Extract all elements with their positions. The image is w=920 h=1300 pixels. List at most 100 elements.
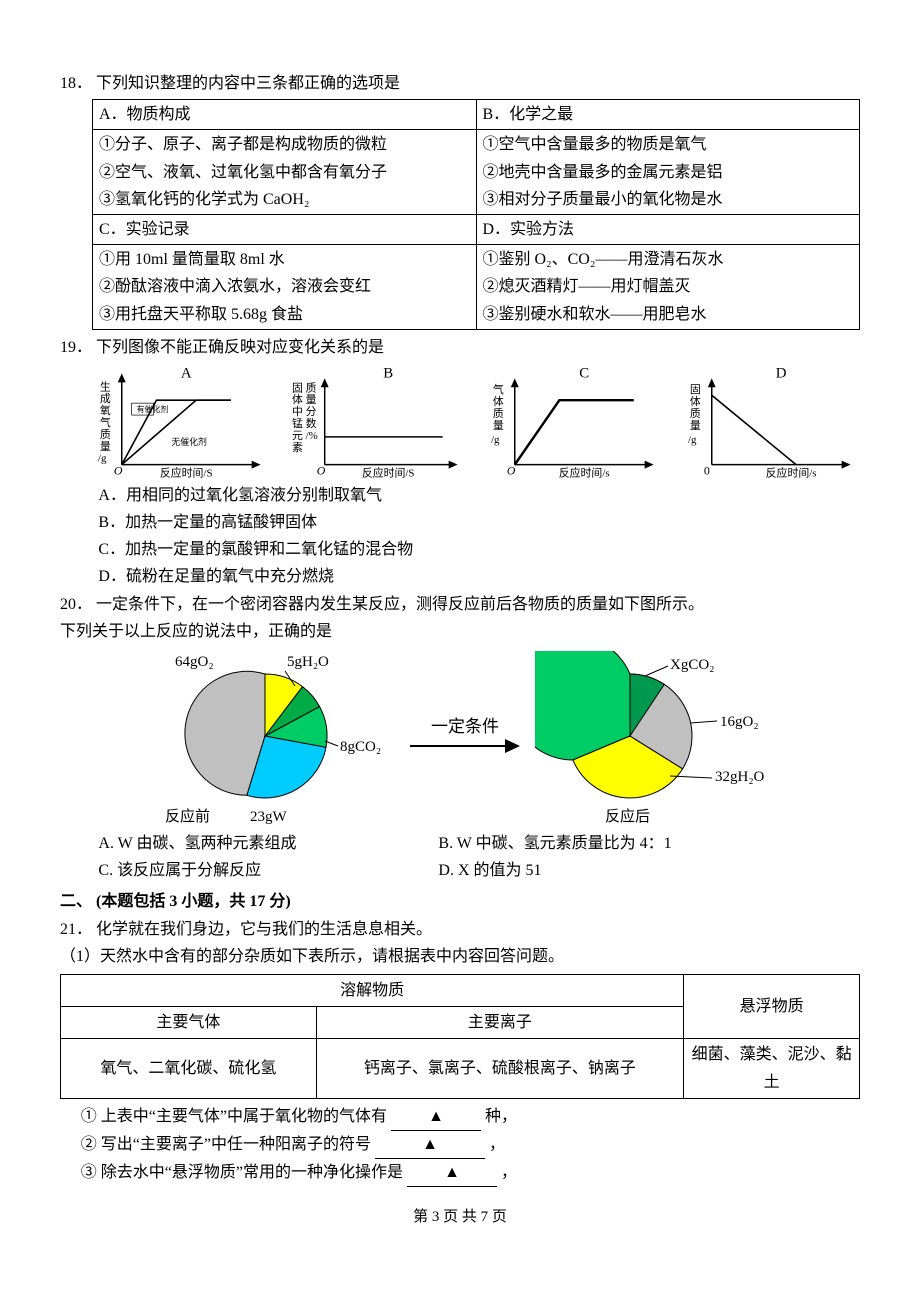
origin-label: O	[316, 463, 325, 477]
q21-3b: ，	[501, 1164, 517, 1181]
pie-after-title: 反应后	[605, 807, 650, 825]
y-label: /g	[491, 434, 500, 446]
q21-1b: 种，	[485, 1108, 517, 1125]
q21-stem: 化学就在我们身边，它与我们的生活息息相关。	[96, 921, 432, 938]
q19-chart-row: A 生 成 氧 气 质 量 /g O 有催化剂 无催化剂 反应时间/S B 固 …	[92, 365, 860, 480]
question-21: 21． 化学就在我们身边，它与我们的生活息息相关。 （1）天然水中含有的部分杂质…	[60, 916, 860, 1188]
y-label: 固 质	[291, 381, 316, 394]
q18-D-head: D．实验方法	[476, 214, 860, 244]
q18-C3: ③用托盘天平称取 5.68g 食盐	[99, 301, 470, 328]
y-label: 质	[100, 428, 111, 441]
q18-A-body: ①分子、原子、离子都是构成物质的微粒 ②空气、液氧、过氧化氢中都含有氧分子 ③氢…	[93, 130, 477, 215]
pie-label-W: 23gW	[250, 809, 288, 825]
q21-th-ion: 主要离子	[316, 1007, 684, 1039]
q21-substem: （1）天然水中含有的部分杂质如下表所示，请根据表中内容回答问题。	[60, 943, 860, 970]
y-label: 量	[493, 419, 504, 432]
pie-label-H2O: 32gH₂O	[715, 769, 765, 785]
x-label: 反应时间/S	[160, 465, 213, 479]
arrow-label: 一定条件	[431, 717, 499, 736]
y-label: 中 分	[291, 405, 316, 418]
q21-subq-2: ② 写出“主要离子”中任一种阳离子的符号 ▲ ，	[60, 1131, 860, 1159]
origin-label: O	[507, 463, 516, 477]
q20-pie-before: 64gO₂ 5gH₂O 8gCO₂ 反应前 23gW	[135, 651, 395, 826]
pie-before-title: 反应前	[165, 807, 210, 825]
pie-label-H2O: 5gH₂O	[287, 654, 329, 670]
y-label: 体	[493, 394, 504, 408]
q19-D-label: D	[775, 365, 786, 381]
q18-B3: ③相对分子质量最小的氧化物是水	[483, 186, 854, 213]
q18-table: A．物质构成 B．化学之最 ①分子、原子、离子都是构成物质的微粒 ②空气、液氧、…	[92, 99, 860, 330]
q18-D-body: ①鉴别 O₂、CO₂——用澄清石灰水 ②熄灭酒精灯——用灯帽盖灭 ③鉴别硬水和软…	[476, 245, 860, 330]
q19-B-label: B	[383, 365, 393, 381]
q18-C1: ①用 10ml 量筒量取 8ml 水	[99, 246, 470, 273]
q20-number: 20．	[60, 596, 92, 613]
q19-opt-D: D．硫粉在足量的氧气中充分燃烧	[60, 563, 860, 590]
q21-th-gas: 主要气体	[61, 1007, 317, 1039]
q20-opt-B: B. W 中碳、氢元素质量比为 4：1	[438, 830, 778, 857]
q21-subq-3: ③ 除去水中“悬浮物质”常用的一种净化操作是 ▲ ，	[60, 1159, 860, 1187]
q19-chart-D: D 固 体 质 量 /g 0 反应时间/s	[682, 365, 861, 480]
y-label: 成	[100, 392, 111, 405]
q21-th-suspended: 悬浮物质	[684, 974, 860, 1038]
y-label: 质	[689, 407, 700, 420]
q21-ions: 钙离子、氯离子、硫酸根离子、钠离子	[316, 1039, 684, 1098]
y-label: 量	[100, 440, 111, 453]
y-label: 体 量	[291, 392, 316, 406]
x-label: 反应时间/S	[361, 465, 414, 479]
y-label: 素	[291, 441, 302, 454]
q18-A1: ①分子、原子、离子都是构成物质的微粒	[99, 131, 470, 158]
q20-opt-D: D. X 的值为 51	[438, 857, 778, 884]
q18-stem: 下列知识整理的内容中三条都正确的选项是	[96, 75, 400, 92]
q18-D2: ②熄灭酒精灯——用灯帽盖灭	[483, 273, 854, 300]
q18-D3: ③鉴别硬水和软水——用肥皂水	[483, 301, 854, 328]
q19-number: 19．	[60, 339, 92, 356]
page-footer: 第 3 页 共 7 页	[60, 1205, 860, 1231]
x-label: 反应时间/s	[559, 465, 610, 479]
blank-1: ▲	[391, 1103, 481, 1131]
question-20: 20． 一定条件下，在一个密闭容器内发生某反应，测得反应前后各物质的质量如下图所…	[60, 591, 860, 885]
y-label: 元 /%	[291, 430, 317, 442]
q18-A2: ②空气、液氧、过氧化氢中都含有氧分子	[99, 159, 470, 186]
pie-label-O2: 64gO₂	[175, 654, 214, 670]
q18-C2: ②酚酞溶液中滴入浓氨水，溶液会变红	[99, 273, 470, 300]
blank-3: ▲	[407, 1159, 497, 1187]
q20-pie-row: 64gO₂ 5gH₂O 8gCO₂ 反应前 23gW 一定条件 XgCO₂	[60, 651, 860, 826]
y-label: 量	[689, 419, 700, 432]
q18-C-head: C．实验记录	[93, 214, 477, 244]
y-label: 氧	[100, 403, 111, 417]
q20-stem-l1: 一定条件下，在一个密闭容器内发生某反应，测得反应前后各物质的质量如下图所示。	[96, 596, 704, 613]
q18-C-body: ①用 10ml 量筒量取 8ml 水 ②酚酞溶液中滴入浓氨水，溶液会变红 ③用托…	[93, 245, 477, 330]
q19-opt-C: C．加热一定量的氯酸钾和二氧化锰的混合物	[60, 536, 860, 563]
q19-opt-A: A．用相同的过氧化氢溶液分别制取氧气	[60, 482, 860, 509]
y-label: /g	[687, 434, 696, 446]
q18-B-body: ①空气中含量最多的物质是氧气 ②地壳中含量最多的金属元素是铝 ③相对分子质量最小…	[476, 130, 860, 215]
origin-label: O	[114, 463, 123, 477]
q21-gases: 氧气、二氧化碳、硫化氢	[61, 1039, 317, 1098]
blank-2: ▲	[375, 1131, 485, 1159]
q19-opt-B: B．加热一定量的高锰酸钾固体	[60, 509, 860, 536]
q18-B-head: B．化学之最	[476, 100, 860, 130]
q19-chart-A: A 生 成 氧 气 质 量 /g O 有催化剂 无催化剂 反应时间/S	[92, 365, 271, 480]
q18-B2: ②地壳中含量最多的金属元素是铝	[483, 159, 854, 186]
y-label: 质	[493, 407, 504, 420]
q21-2b: ，	[489, 1136, 505, 1153]
q18-D1: ①鉴别 O₂、CO₂——用澄清石灰水	[483, 246, 854, 273]
q20-pie-after: XgCO₂ 16gO₂ 32gH₂O 反应后	[535, 651, 785, 826]
q19-options: A．用相同的过氧化氢溶液分别制取氧气 B．加热一定量的高锰酸钾固体 C．加热一定…	[60, 482, 860, 591]
y-label: 气	[493, 382, 504, 396]
q19-A-label: A	[181, 365, 192, 381]
pie-label-CO2: XgCO₂	[670, 657, 714, 673]
y-label: 固	[689, 383, 700, 396]
legend-catalyst: 有催化剂	[137, 404, 169, 414]
y-label: 生	[100, 379, 111, 393]
section-2-title: 二、 (本题包括 3 小题，共 17 分)	[60, 888, 860, 915]
q21-1a: ① 上表中“主要气体”中属于氧化物的气体有	[81, 1108, 387, 1125]
q20-options: A. W 由碳、氢两种元素组成 B. W 中碳、氢元素质量比为 4：1 C. 该…	[60, 830, 860, 884]
q20-opt-A: A. W 由碳、氢两种元素组成	[98, 830, 438, 857]
q19-stem: 下列图像不能正确反映对应变化关系的是	[96, 339, 384, 356]
y-label: /g	[98, 453, 107, 465]
question-19: 19． 下列图像不能正确反映对应变化关系的是 A 生 成 氧 气 质 量 /g …	[60, 334, 860, 591]
y-label: 气	[100, 415, 111, 429]
q21-th-dissolved: 溶解物质	[61, 974, 684, 1006]
q20-arrow: 一定条件	[405, 704, 525, 774]
